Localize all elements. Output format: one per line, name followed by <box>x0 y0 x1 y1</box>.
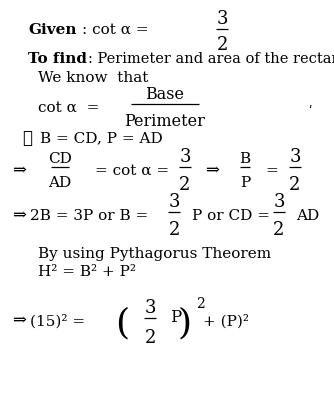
Text: 2B = 3P or B =: 2B = 3P or B = <box>30 209 148 223</box>
Text: AD: AD <box>296 209 319 223</box>
Text: 3: 3 <box>144 299 156 317</box>
Text: 3: 3 <box>179 148 191 166</box>
Text: H² = B² + P²: H² = B² + P² <box>38 265 136 279</box>
Text: 2: 2 <box>273 221 285 239</box>
Text: 3: 3 <box>273 193 285 211</box>
Text: ): ) <box>178 306 192 340</box>
Text: We know  that: We know that <box>38 71 148 85</box>
Text: 2: 2 <box>216 36 228 54</box>
Text: B: B <box>239 152 250 166</box>
Text: 3: 3 <box>168 193 180 211</box>
Text: 2: 2 <box>168 221 180 239</box>
Text: 3: 3 <box>216 10 228 28</box>
Text: ∴: ∴ <box>22 129 32 146</box>
Text: AD: AD <box>48 176 71 190</box>
Text: =: = <box>265 164 278 178</box>
Text: Perimeter: Perimeter <box>125 113 205 130</box>
Text: 2: 2 <box>289 176 301 194</box>
Text: Given: Given <box>28 23 76 37</box>
Text: B = CD, P = AD: B = CD, P = AD <box>40 131 163 145</box>
Text: (15)² =: (15)² = <box>30 314 85 328</box>
Text: = cot α =: = cot α = <box>95 164 169 178</box>
Text: 2: 2 <box>179 176 191 194</box>
Text: CD: CD <box>48 152 72 166</box>
Text: 2: 2 <box>196 297 205 311</box>
Text: P: P <box>240 176 250 190</box>
Text: P or CD =: P or CD = <box>192 209 270 223</box>
Text: ⇒: ⇒ <box>12 312 26 329</box>
Text: ⇒: ⇒ <box>12 163 26 179</box>
Text: 3: 3 <box>289 148 301 166</box>
Text: (: ( <box>115 306 129 340</box>
Text: + (P)²: + (P)² <box>203 314 249 328</box>
Text: : cot α =: : cot α = <box>82 23 149 37</box>
Text: cot α  =: cot α = <box>38 101 100 115</box>
Text: ⇒: ⇒ <box>205 163 219 179</box>
Text: Base: Base <box>146 86 184 103</box>
Text: P: P <box>170 310 181 327</box>
Text: : Perimeter and area of the rectangle: : Perimeter and area of the rectangle <box>88 52 334 66</box>
Text: By using Pythagorus Theorem: By using Pythagorus Theorem <box>38 247 271 261</box>
Text: 2: 2 <box>144 329 156 347</box>
Text: ʹ: ʹ <box>308 104 312 117</box>
Text: ⇒: ⇒ <box>12 208 26 225</box>
Text: To find: To find <box>28 52 87 66</box>
